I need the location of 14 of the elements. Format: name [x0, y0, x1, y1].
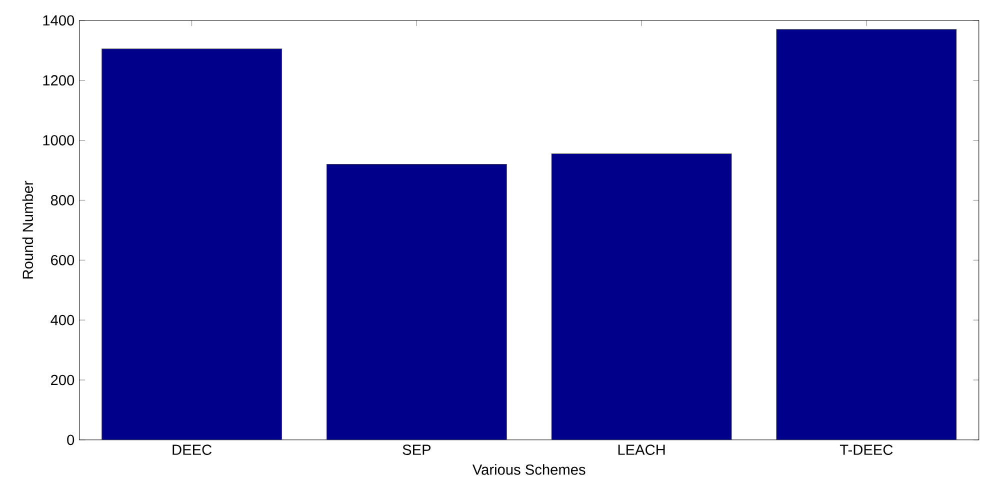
x-axis-title: Various Schemes [472, 464, 586, 475]
y-tick-label: 1000 [43, 135, 74, 146]
y-axis-title: Round Number [22, 180, 34, 279]
y-tick-label: 1200 [43, 75, 74, 86]
x-tick-label: DEEC [172, 444, 212, 456]
y-tick-label: 200 [51, 374, 74, 386]
y-tick-label: 0 [67, 434, 74, 446]
x-tick-label: T-DEEC [840, 444, 893, 456]
x-tick-label: SEP [402, 444, 431, 456]
x-tick-label: LEACH [618, 444, 665, 456]
y-tick-label: 1400 [43, 15, 74, 26]
y-tick-label: 400 [50, 314, 74, 326]
y-tick-label: 800 [50, 195, 74, 206]
y-tick-label: 600 [51, 255, 74, 266]
